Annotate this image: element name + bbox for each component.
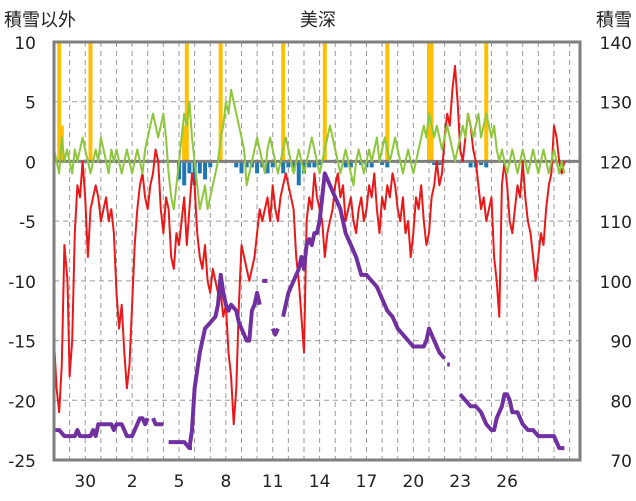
precip-bar xyxy=(239,161,244,174)
x-tick-label: 5 xyxy=(174,472,185,492)
snow_depth-line xyxy=(458,392,565,451)
snowfall-bar xyxy=(182,125,187,162)
precip-bar xyxy=(343,161,348,168)
precip-bar xyxy=(291,161,296,171)
left-tick-label: 0 xyxy=(25,153,36,173)
precip-bar xyxy=(437,161,442,166)
snowfall-bar xyxy=(88,42,93,162)
precip-bar xyxy=(307,161,312,168)
precip-bar xyxy=(270,161,275,168)
precip-bar xyxy=(296,161,301,186)
precip-bar xyxy=(187,161,192,174)
snowfall-bar xyxy=(429,42,434,162)
x-tick-label: 8 xyxy=(220,472,231,492)
snow_depth-line xyxy=(151,417,164,427)
left-tick-label: -25 xyxy=(8,452,36,472)
precip-bar xyxy=(348,161,353,168)
precip-bar xyxy=(208,161,213,168)
precip-bar xyxy=(317,161,322,166)
precip-bar xyxy=(197,161,202,174)
wind-line xyxy=(53,88,566,211)
precip-bar xyxy=(255,161,260,174)
x-tick-label: 2 xyxy=(127,472,138,492)
precip-bar xyxy=(244,161,249,168)
snowfall-bar xyxy=(322,42,327,162)
x-tick-label: 30 xyxy=(74,472,96,492)
precip-bar xyxy=(380,161,385,166)
left-tick-label: 5 xyxy=(25,94,36,114)
tick-labels: -25 70 -20 80 -15 90 -10 100 -5 110 0 120 5 130 10 140 3… xyxy=(8,34,632,492)
precip-bar xyxy=(432,161,437,166)
plot-frame xyxy=(52,40,582,462)
snowfall-bar xyxy=(426,42,431,162)
temperature-line xyxy=(53,64,566,426)
precip-bar xyxy=(385,161,390,168)
left-tick-label: -20 xyxy=(8,392,36,412)
x-tick-label: 11 xyxy=(262,472,284,492)
precip-bar xyxy=(203,161,208,180)
precip-bar xyxy=(286,161,291,168)
right-tick-label: 80 xyxy=(610,392,632,412)
x-tick-label: 14 xyxy=(309,472,331,492)
snowfall-bar xyxy=(484,42,489,162)
snow_depth-line xyxy=(187,272,262,449)
left-tick-label: -10 xyxy=(8,273,36,293)
precip-bar xyxy=(484,161,489,168)
precip-bar xyxy=(301,161,306,174)
precip-bar xyxy=(234,161,239,168)
left-tick-label: -15 xyxy=(8,333,36,353)
left-tick-label: 10 xyxy=(14,34,36,54)
precip-bar xyxy=(265,161,270,174)
right-tick-label: 140 xyxy=(600,34,632,54)
snow_depth-line xyxy=(281,171,447,360)
right-axis-label: 積雪 xyxy=(596,10,632,31)
right-tick-label: 110 xyxy=(600,213,632,233)
line-layer xyxy=(53,64,580,451)
precip-bar xyxy=(182,161,187,186)
x-tick-label: 17 xyxy=(356,472,378,492)
snow_depth-line xyxy=(270,327,280,337)
snowfall-bar xyxy=(281,42,286,162)
bar-layer xyxy=(57,42,489,186)
snowfall-bar xyxy=(218,42,223,162)
snowfall-bar xyxy=(184,42,189,162)
precip-bar xyxy=(369,161,374,168)
left-axis-label: 積雪以外 xyxy=(4,10,76,31)
right-tick-label: 70 xyxy=(610,452,632,472)
precip-bar xyxy=(479,161,484,166)
snowfall-bar xyxy=(385,42,390,162)
right-tick-label: 120 xyxy=(600,153,632,173)
x-tick-label: 20 xyxy=(403,472,425,492)
x-tick-label: 26 xyxy=(496,472,518,492)
precip-bar xyxy=(468,161,473,168)
x-tick-label: 23 xyxy=(449,472,471,492)
precip-bar xyxy=(192,161,197,186)
chart-title: 美深 xyxy=(300,10,336,31)
snow_depth-line xyxy=(54,416,150,439)
precip-bar xyxy=(312,161,317,168)
right-tick-label: 100 xyxy=(600,273,632,293)
snowfall-bar xyxy=(57,42,62,162)
precip-bar xyxy=(281,161,286,174)
right-tick-label: 90 xyxy=(610,333,632,353)
right-tick-label: 130 xyxy=(600,94,632,114)
left-tick-label: -5 xyxy=(19,213,36,233)
